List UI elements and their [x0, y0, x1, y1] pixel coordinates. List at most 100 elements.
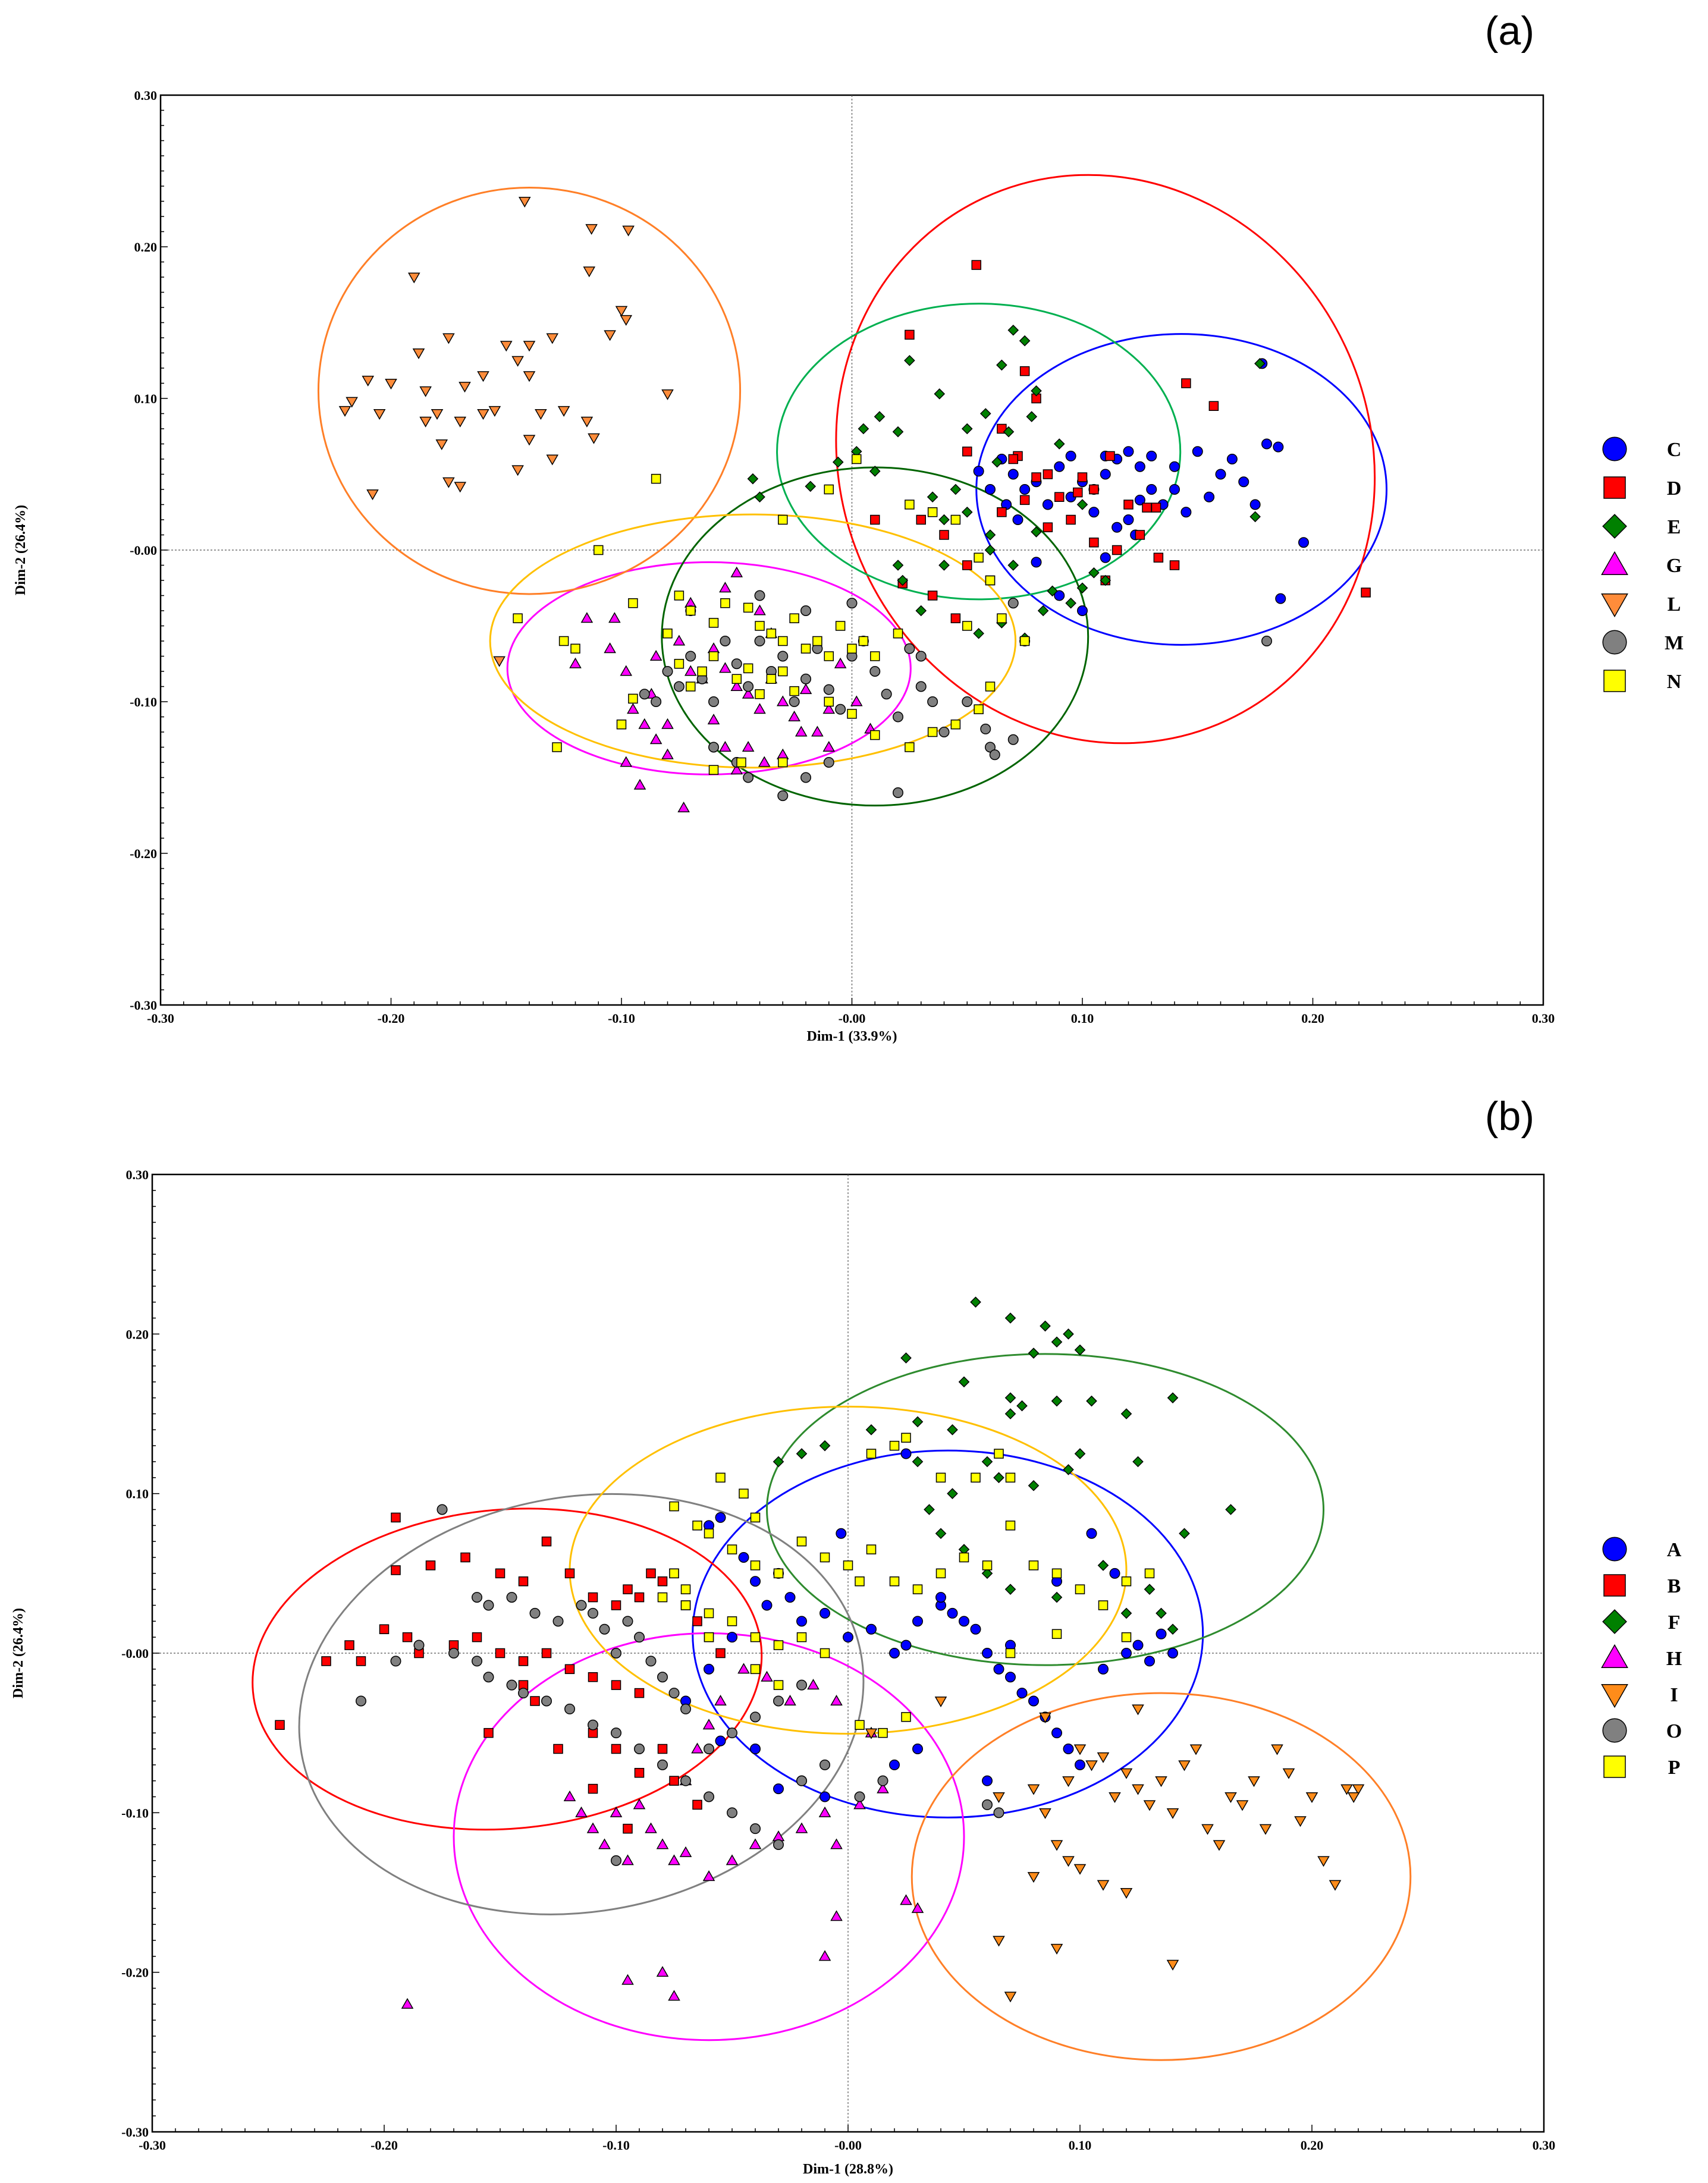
point-G [707, 714, 720, 725]
point-B [646, 1568, 656, 1579]
point-F [1167, 1623, 1179, 1635]
x-tick-label: -0.00 [834, 2138, 862, 2153]
point-C [1134, 461, 1145, 472]
point-L [518, 197, 531, 208]
point-L [488, 406, 501, 417]
point-F [1074, 1448, 1086, 1459]
point-P [889, 1440, 900, 1451]
point-O [854, 1791, 865, 1802]
point-E [1076, 582, 1088, 594]
point-E [950, 483, 962, 495]
point-F [1120, 1408, 1132, 1419]
point-O [657, 1672, 668, 1683]
point-N [870, 730, 880, 740]
x-tick-label: 0.10 [1071, 1011, 1094, 1026]
point-F [958, 1376, 970, 1388]
point-G [776, 695, 789, 706]
point-P [994, 1449, 1004, 1459]
point-E [938, 514, 950, 526]
point-M [743, 681, 754, 692]
point-F [947, 1488, 958, 1499]
point-A [970, 1623, 981, 1635]
point-O [437, 1504, 448, 1515]
point-H [807, 1679, 820, 1690]
point-D [1043, 522, 1053, 532]
point-B [541, 1648, 552, 1659]
x-tick-label: 0.30 [1532, 1011, 1555, 1026]
point-B [321, 1656, 331, 1666]
point-N [835, 621, 846, 631]
point-O [727, 1807, 737, 1818]
point-G [822, 703, 836, 714]
point-P [727, 1616, 737, 1626]
point-P [820, 1648, 830, 1659]
point-F [912, 1456, 924, 1468]
point-F [1144, 1584, 1156, 1595]
x-tick-label: 0.30 [1533, 2138, 1556, 2153]
point-F [773, 1456, 784, 1468]
point-N [812, 636, 822, 646]
point-P [680, 1584, 691, 1594]
point-G [850, 695, 863, 706]
point-D [1151, 502, 1161, 513]
point-N [789, 686, 799, 696]
legend-label-N: N [1667, 671, 1682, 693]
point-F [1004, 1408, 1016, 1419]
point-D [1019, 366, 1030, 376]
point-L [583, 266, 596, 278]
point-N [824, 696, 834, 707]
point-O [704, 1744, 714, 1754]
point-N [870, 651, 880, 661]
point-P [750, 1512, 761, 1523]
point-A [1016, 1688, 1028, 1699]
point-A [836, 1528, 847, 1539]
point-M [662, 666, 673, 677]
point-B [657, 1576, 668, 1587]
series-F [773, 1296, 1236, 1635]
point-P [773, 1640, 784, 1650]
point-E [1053, 438, 1065, 450]
point-H [830, 1694, 843, 1705]
point-P [750, 1632, 761, 1642]
point-H [900, 1894, 912, 1905]
point-A [900, 1639, 912, 1651]
point-L [366, 489, 379, 501]
point-L [620, 315, 633, 326]
point-B [356, 1656, 366, 1666]
point-N [985, 575, 996, 586]
point-I [1027, 1872, 1040, 1883]
point-D [1077, 472, 1088, 482]
x-tick-label: -0.20 [378, 1011, 405, 1026]
point-O [529, 1607, 541, 1619]
point-N [778, 666, 788, 677]
point-C [973, 466, 984, 477]
point-M [708, 696, 719, 707]
point-I [1282, 1768, 1295, 1779]
point-C [1054, 590, 1065, 601]
point-A [1086, 1528, 1097, 1539]
point-C [1054, 461, 1065, 472]
point-F [865, 1424, 877, 1436]
point-I [1271, 1744, 1283, 1755]
point-B [588, 1672, 598, 1682]
point-I [1166, 1959, 1179, 1971]
point-A [715, 1735, 726, 1747]
point-N [962, 621, 972, 631]
point-D [1361, 588, 1371, 598]
point-A [1028, 1695, 1039, 1707]
legend-label-C: C [1667, 439, 1682, 461]
point-I [1132, 1784, 1144, 1795]
point-O [680, 1775, 691, 1786]
point-M [881, 689, 892, 700]
point-H [621, 1854, 634, 1865]
legend-marker-M [1602, 630, 1627, 655]
point-H [726, 1854, 739, 1865]
legend-marker-I [1601, 1684, 1628, 1708]
point-C [1238, 476, 1249, 488]
point-I [1189, 1744, 1202, 1755]
point-F [1179, 1528, 1190, 1540]
point-P [704, 1608, 714, 1619]
point-E [1003, 426, 1015, 438]
point-P [889, 1576, 900, 1587]
point-O [993, 1807, 1004, 1818]
